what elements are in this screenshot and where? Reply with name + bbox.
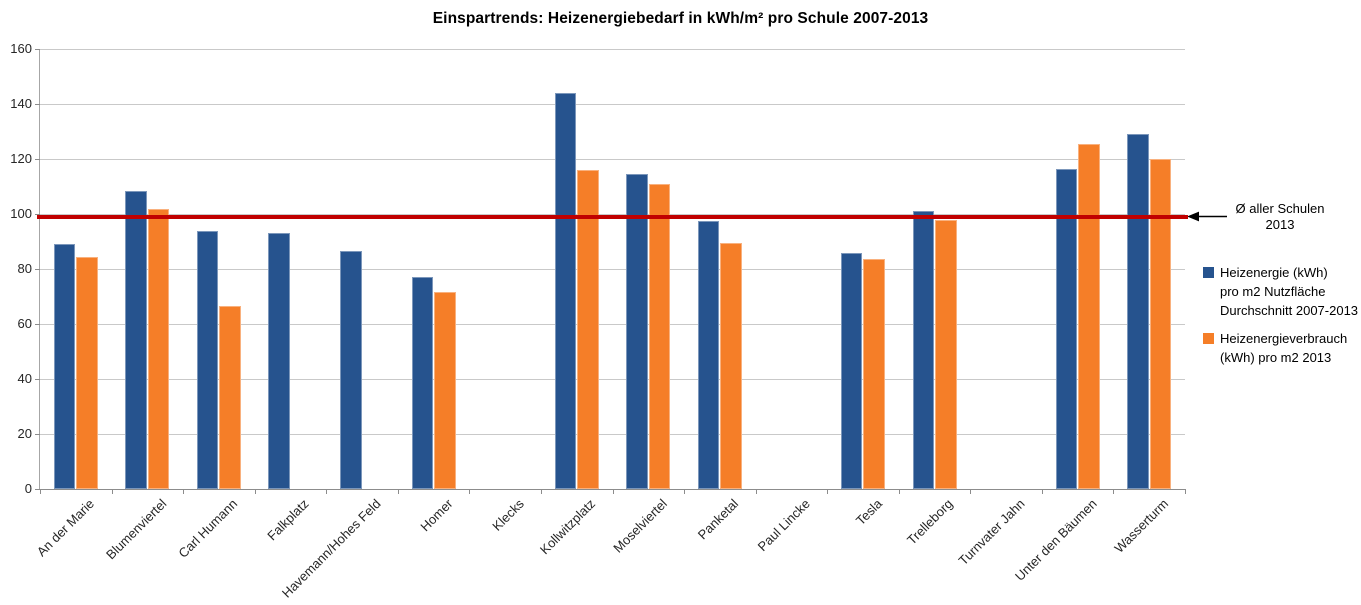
x-axis-tick — [1041, 490, 1043, 494]
bar-s1-wasserturm[interactable] — [1127, 134, 1149, 489]
bar-s1-an-der-marie[interactable] — [53, 244, 76, 489]
reference-line-label: Ø aller Schulen 2013 — [1228, 201, 1332, 233]
x-axis-tick — [612, 490, 614, 494]
y-axis-tick — [35, 433, 40, 435]
x-axis-label-turnvater-jahn: Turnvater Jahn — [955, 496, 1028, 569]
x-axis-tick — [970, 490, 972, 494]
reference-line-label-line1: Ø aller Schulen — [1235, 201, 1325, 216]
x-axis-tick — [1185, 490, 1186, 494]
bar-s1-tesla[interactable] — [840, 252, 863, 489]
bar-s1-blumenviertel[interactable] — [125, 190, 147, 489]
x-axis-tick — [254, 490, 256, 494]
bar-s2-kollwitzplatz[interactable] — [577, 170, 599, 489]
bar-s2-moselviertel[interactable] — [648, 183, 671, 489]
reference-line-label-line2: 2013 — [1265, 217, 1295, 232]
bar-s1-falkplatz[interactable] — [268, 233, 290, 489]
gridline-60 — [40, 323, 1185, 325]
y-axis-label-140: 140 — [10, 96, 32, 111]
gridline-140 — [40, 103, 1185, 105]
y-axis-label-120: 120 — [10, 151, 32, 166]
x-axis-label-moselviertel: Moselviertel — [610, 496, 670, 556]
bar-s2-wasserturm[interactable] — [1149, 159, 1172, 489]
bar-s1-panketal[interactable] — [697, 220, 720, 489]
x-axis-label-an-der-marie: An der Marie — [34, 496, 98, 560]
x-axis-label-klecks: Klecks — [489, 496, 527, 534]
y-axis-tick — [35, 48, 40, 50]
y-axis-label-60: 60 — [17, 316, 32, 331]
bar-s1-kollwitzplatz[interactable] — [554, 93, 577, 489]
y-axis-tick — [35, 158, 40, 160]
y-axis-label-40: 40 — [17, 371, 32, 386]
legend-swatch-icon — [1203, 333, 1214, 344]
x-axis-tick — [684, 490, 686, 494]
y-axis-tick — [35, 378, 40, 380]
x-axis-tick — [540, 490, 542, 494]
y-axis-label-80: 80 — [17, 261, 32, 276]
bar-s2-carl-humann[interactable] — [219, 306, 241, 489]
x-axis-label-kollwitzplatz: Kollwitzplatz — [537, 496, 599, 558]
x-axis-label-paul-lincke: Paul Lincke — [754, 496, 814, 555]
y-axis-tick — [35, 323, 40, 325]
bar-s2-panketal[interactable] — [720, 242, 742, 489]
bar-s2-unter-den-bäumen[interactable] — [1078, 143, 1100, 489]
gridline-160 — [40, 48, 1185, 50]
bar-s1-carl-humann[interactable] — [196, 230, 219, 489]
x-axis-tick — [1113, 490, 1115, 494]
gridline-100 — [40, 213, 1185, 215]
x-axis-label-tesla: Tesla — [852, 496, 885, 529]
y-axis-label-20: 20 — [17, 426, 32, 441]
y-axis-tick — [35, 103, 40, 105]
bar-s1-unter-den-bäumen[interactable] — [1055, 168, 1078, 489]
y-axis-label-0: 0 — [24, 481, 32, 496]
legend: Heizenergie (kWh) pro m2 Nutzfläche Durchs… — [1203, 263, 1361, 376]
x-axis-line — [39, 489, 1186, 490]
x-axis-tick — [183, 490, 185, 494]
bar-s1-homer[interactable] — [411, 277, 434, 489]
x-axis-tick — [469, 490, 471, 494]
x-axis-label-carl-humann: Carl Humann — [175, 496, 241, 561]
legend-swatch-icon — [1203, 267, 1214, 278]
y-axis-tick — [35, 213, 40, 215]
bar-s2-blumenviertel[interactable] — [147, 208, 170, 489]
x-axis-tick — [326, 490, 328, 494]
x-axis-tick — [40, 490, 41, 494]
legend-label: Heizenergieverbrauch (kWh) pro m2 2013 — [1220, 331, 1348, 365]
legend-item-2[interactable]: Heizenergieverbrauch (kWh) pro m2 2013 — [1203, 329, 1361, 367]
chart-title: Einspartrends: Heizenergiebedarf in kWh/… — [432, 10, 929, 27]
legend-label: Heizenergie (kWh) pro m2 Nutzfläche Durchs… — [1220, 265, 1359, 318]
x-axis-label-panketal: Panketal — [695, 496, 742, 543]
y-axis-label-100: 100 — [10, 206, 32, 221]
x-axis-label-wasserturm: Wasserturm — [1111, 496, 1171, 556]
plot-area — [35, 48, 1188, 494]
x-axis-tick — [827, 490, 829, 494]
bar-s1-havemann-hohes-feld[interactable] — [340, 251, 362, 489]
bar-s2-trelleborg[interactable] — [935, 219, 957, 489]
gridline-80 — [40, 268, 1185, 270]
bar-s1-moselviertel[interactable] — [626, 174, 648, 489]
y-axis-tick — [35, 268, 40, 270]
x-axis-tick — [755, 490, 757, 494]
gridline-40 — [40, 378, 1185, 380]
bar-s2-an-der-marie[interactable] — [76, 256, 98, 489]
average-reference-line — [37, 214, 1188, 219]
bar-s1-trelleborg[interactable] — [912, 211, 935, 489]
bar-s2-homer[interactable] — [434, 292, 456, 489]
x-axis-label-blumenviertel: Blumenviertel — [102, 496, 169, 563]
reference-arrow-icon — [1187, 211, 1227, 222]
x-axis-label-falkplatz: Falkplatz — [264, 496, 313, 544]
bar-s2-tesla[interactable] — [863, 259, 885, 489]
x-axis-tick — [111, 490, 113, 494]
gridline-120 — [40, 158, 1185, 160]
y-axis-label-160: 160 — [10, 41, 32, 56]
x-axis-label-trelleborg: Trelleborg — [904, 496, 957, 548]
x-axis-tick — [397, 490, 399, 494]
x-axis-tick — [898, 490, 900, 494]
y-axis-tick — [35, 488, 40, 490]
x-axis-label-homer: Homer — [417, 496, 456, 535]
legend-item-1[interactable]: Heizenergie (kWh) pro m2 Nutzfläche Durchs… — [1203, 263, 1361, 320]
gridline-20 — [40, 433, 1185, 435]
